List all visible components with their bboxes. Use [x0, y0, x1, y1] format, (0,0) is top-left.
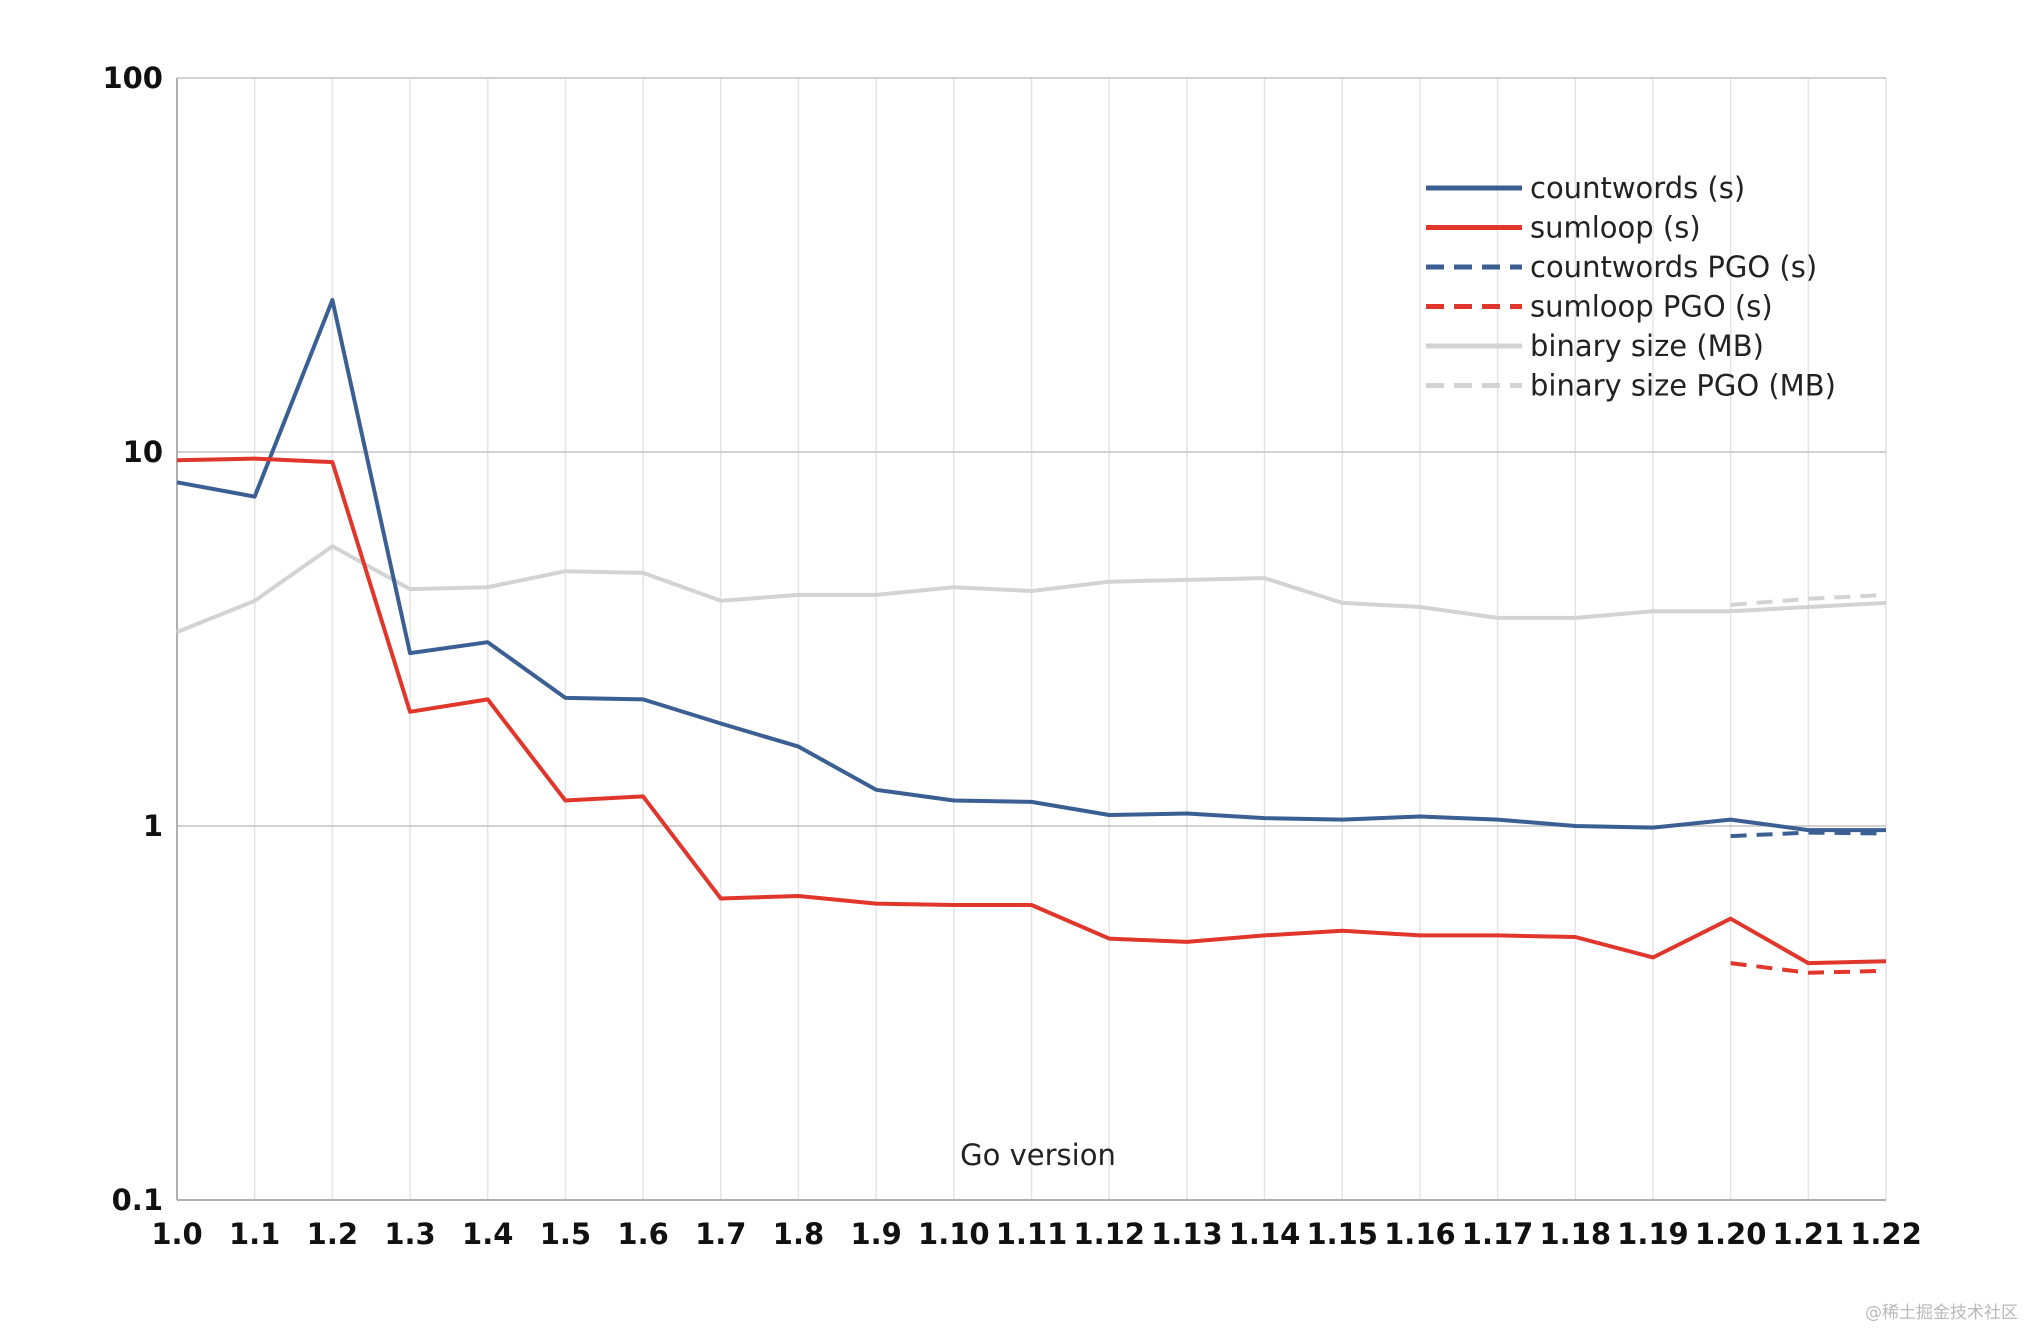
x-axis-label: Go version: [960, 1138, 1116, 1172]
x-tick-label: 1.22: [1850, 1217, 1922, 1251]
x-tick-label: 1.7: [695, 1217, 746, 1251]
x-tick-label: 1.12: [1073, 1217, 1145, 1251]
legend-label: sumloop PGO (s): [1530, 290, 1773, 324]
x-tick-label: 1.17: [1462, 1217, 1534, 1251]
y-tick-label: 100: [102, 61, 163, 95]
series-line-sumloop-s: [176, 456, 1887, 966]
legend-label: sumloop (s): [1530, 211, 1701, 245]
legend: countwords (s) sumloop (s) countwords PGO …: [1426, 171, 1836, 403]
x-tick-label: 1.0: [151, 1217, 202, 1251]
legend-label: binary size (MB): [1530, 329, 1764, 363]
series-lines: [176, 298, 1887, 975]
x-tick-label: 1.21: [1773, 1217, 1845, 1251]
series-line-binary-size-mb: [176, 544, 1887, 634]
x-tick-label: 1.15: [1306, 1217, 1378, 1251]
legend-label: binary size PGO (MB): [1530, 369, 1836, 403]
x-tick-label: 1.19: [1617, 1217, 1689, 1251]
x-tick-label: 1.1: [229, 1217, 280, 1251]
x-tick-label: 1.16: [1384, 1217, 1456, 1251]
series-line-sumloop-pgo-s: [1730, 961, 1887, 975]
watermark: @稀土掘金技术社区: [1865, 1303, 2018, 1323]
y-tick-label: 10: [123, 435, 163, 469]
x-tick-label: 1.14: [1229, 1217, 1301, 1251]
x-tick-label: 1.2: [307, 1217, 358, 1251]
axes: 0.1 1 10 100 1.0 1.1 1.2 1.3 1.4 1.5 1.6 1.7 1.8 1.9 1…: [102, 61, 1921, 1251]
x-tick-label: 1.11: [996, 1217, 1068, 1251]
x-tick-label: 1.8: [773, 1217, 824, 1251]
x-tick-label: 1.4: [462, 1217, 513, 1251]
series-line-countwords-s: [176, 298, 1886, 833]
legend-label: countwords PGO (s): [1530, 250, 1817, 284]
legend-label: countwords (s): [1530, 171, 1745, 205]
x-tick-label: 1.18: [1539, 1217, 1611, 1251]
x-tick-label: 1.10: [918, 1217, 990, 1251]
y-tick-label: 0.1: [112, 1183, 163, 1217]
x-tick-label: 1.9: [850, 1217, 901, 1251]
y-tick-label: 1: [143, 809, 163, 843]
x-tick-label: 1.20: [1695, 1217, 1767, 1251]
x-tick-label: 1.13: [1151, 1217, 1223, 1251]
x-tick-label: 1.3: [384, 1217, 435, 1251]
x-tick-label: 1.5: [540, 1217, 591, 1251]
x-tick-label: 1.6: [617, 1217, 668, 1251]
grid: [176, 77, 1887, 1201]
